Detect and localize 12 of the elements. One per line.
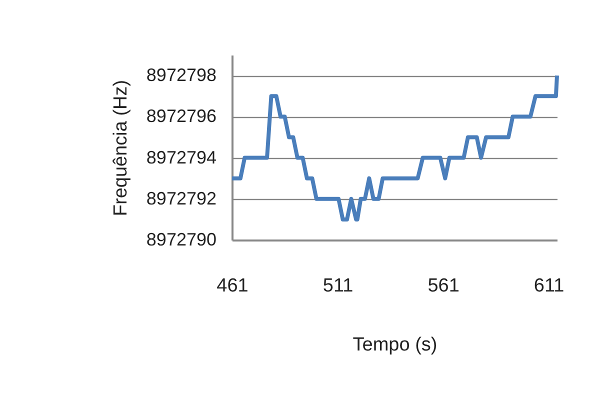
y-tick-label: 8972792 — [146, 188, 216, 208]
line-series — [230, 74, 559, 222]
x-axis-title: Tempo (s) — [352, 334, 438, 356]
y-axis-title: Frequência (Hz) — [110, 80, 132, 216]
x-tick-label: 611 — [534, 276, 564, 296]
x-tick-label: 511 — [322, 276, 354, 296]
y-tick-label: 8972798 — [146, 65, 216, 86]
y-tick-label: 8972790 — [146, 230, 216, 250]
x-tick-label: 561 — [428, 276, 460, 296]
x-tick-label: 461 — [216, 276, 248, 296]
y-tick-label: 8972794 — [146, 147, 216, 168]
y-tick-label: 8972796 — [146, 106, 216, 126]
